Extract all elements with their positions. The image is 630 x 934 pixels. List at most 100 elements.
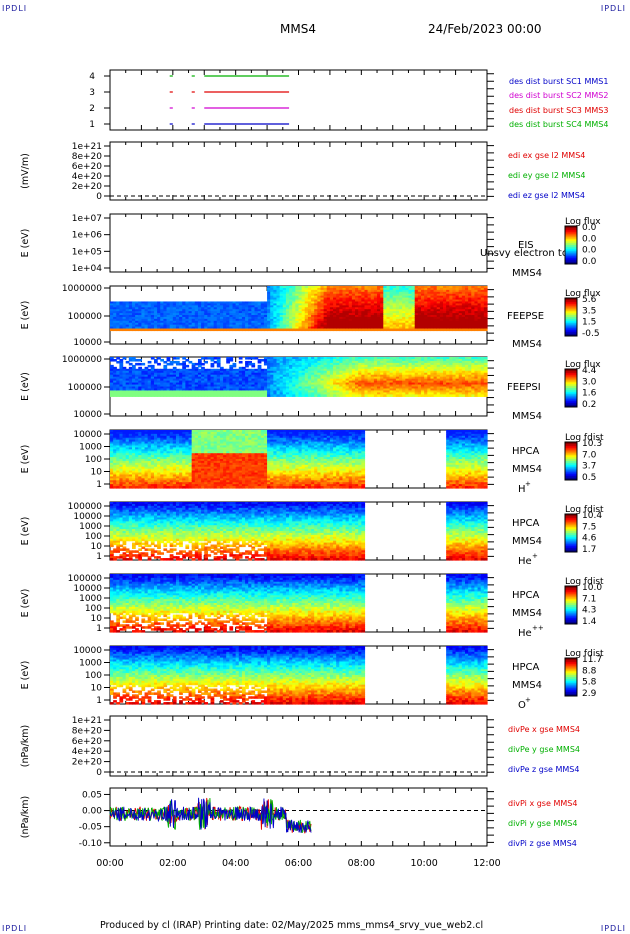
- heat-cell: [336, 328, 340, 332]
- heat-cell: [282, 318, 287, 322]
- heat-cell: [399, 324, 403, 328]
- heat-cell: [458, 311, 463, 314]
- heat-cell: [433, 301, 438, 304]
- heat-cell: [273, 301, 278, 304]
- heat-cell: [461, 307, 466, 310]
- heat-cell: [289, 293, 293, 297]
- heat-cell: [424, 309, 428, 312]
- heat-cell: [267, 297, 271, 301]
- heat-cell: [276, 299, 281, 303]
- heat-cell: [430, 307, 435, 310]
- heat-cell: [361, 313, 366, 316]
- heat-cell: [443, 295, 447, 299]
- heat-cell: [329, 315, 334, 318]
- heat-cell: [433, 299, 438, 303]
- heat-cell: [276, 316, 281, 320]
- heat-cell: [125, 309, 130, 312]
- heat-cell: [439, 293, 444, 297]
- heat-cell: [333, 286, 337, 289]
- heat-cell: [427, 322, 432, 326]
- heat-cell: [226, 316, 230, 320]
- heat-cell: [254, 324, 259, 328]
- heat-cell: [326, 320, 331, 324]
- heat-cell: [191, 318, 196, 322]
- panel-frame-9: [109, 715, 488, 777]
- heat-cell: [421, 316, 425, 320]
- heat-cell: [339, 322, 344, 326]
- heat-cell: [408, 318, 413, 322]
- heat-cell: [392, 322, 397, 326]
- heat-cell: [263, 309, 268, 312]
- heat-cell: [377, 309, 381, 312]
- heat-cell: [172, 311, 177, 314]
- heat-cell: [150, 309, 155, 312]
- heat-cell: [295, 291, 300, 295]
- heat-cell: [430, 324, 435, 328]
- heat-cell: [339, 313, 344, 316]
- heat-cell: [370, 322, 375, 326]
- heat-cell: [311, 328, 315, 332]
- heat-cell: [458, 303, 463, 306]
- heat-cell: [270, 309, 274, 312]
- heat-cell: [289, 324, 293, 328]
- heat-cell: [204, 322, 208, 326]
- heat-cell: [263, 307, 268, 310]
- heat-cell: [361, 318, 366, 322]
- heat-cell: [248, 315, 252, 318]
- heat-cell: [361, 322, 366, 326]
- heat-cell: [110, 313, 114, 316]
- heat-cell: [241, 316, 246, 320]
- heat-cell: [301, 322, 306, 326]
- heat-cell: [201, 307, 205, 310]
- heat-cell: [235, 318, 240, 322]
- heat-cell: [279, 307, 284, 310]
- heat-cell: [317, 322, 322, 326]
- heat-cell: [468, 299, 472, 303]
- heat-cell: [201, 322, 205, 326]
- heat-cell: [147, 326, 152, 330]
- heat-cell: [226, 324, 230, 328]
- heat-cell: [223, 315, 227, 318]
- heat-cell: [201, 328, 205, 332]
- heat-cell: [364, 313, 369, 316]
- heat-cell: [307, 311, 312, 314]
- heat-cell: [311, 315, 315, 318]
- heat-cell: [433, 287, 438, 291]
- heat-cell: [241, 301, 246, 304]
- heat-cell: [304, 303, 309, 306]
- heat-cell: [263, 311, 268, 314]
- heat-cell: [270, 311, 274, 314]
- heat-cell: [113, 313, 117, 316]
- heat-cell: [468, 309, 472, 312]
- heat-cell: [119, 315, 124, 318]
- heat-cell: [443, 311, 447, 314]
- heat-cell: [204, 301, 208, 304]
- heat-cell: [333, 328, 337, 332]
- heat-cell: [276, 291, 281, 295]
- heat-cell: [276, 286, 281, 289]
- heat-cell: [449, 307, 454, 310]
- heat-cell: [185, 309, 190, 312]
- heat-cell: [436, 293, 441, 297]
- heat-cell: [172, 303, 177, 306]
- heat-cell: [402, 299, 406, 303]
- heat-cell: [304, 297, 309, 301]
- heat-cell: [207, 316, 212, 320]
- heat-cell: [245, 324, 249, 328]
- heat-cell: [307, 322, 312, 326]
- heat-cell: [342, 322, 347, 326]
- heat-cell: [229, 303, 234, 306]
- heat-cell: [461, 309, 466, 312]
- heat-cell: [436, 289, 441, 293]
- heat-cell: [339, 309, 344, 312]
- heat-cell: [298, 293, 303, 297]
- heat-cell: [292, 318, 296, 322]
- heat-cell: [292, 301, 296, 304]
- heat-cell: [235, 322, 240, 326]
- heat-cell: [345, 307, 350, 310]
- heat-cell: [383, 320, 388, 324]
- heat-cell: [223, 318, 227, 322]
- heat-cell: [421, 309, 425, 312]
- heat-cell: [399, 299, 403, 303]
- heat-cell: [399, 309, 403, 312]
